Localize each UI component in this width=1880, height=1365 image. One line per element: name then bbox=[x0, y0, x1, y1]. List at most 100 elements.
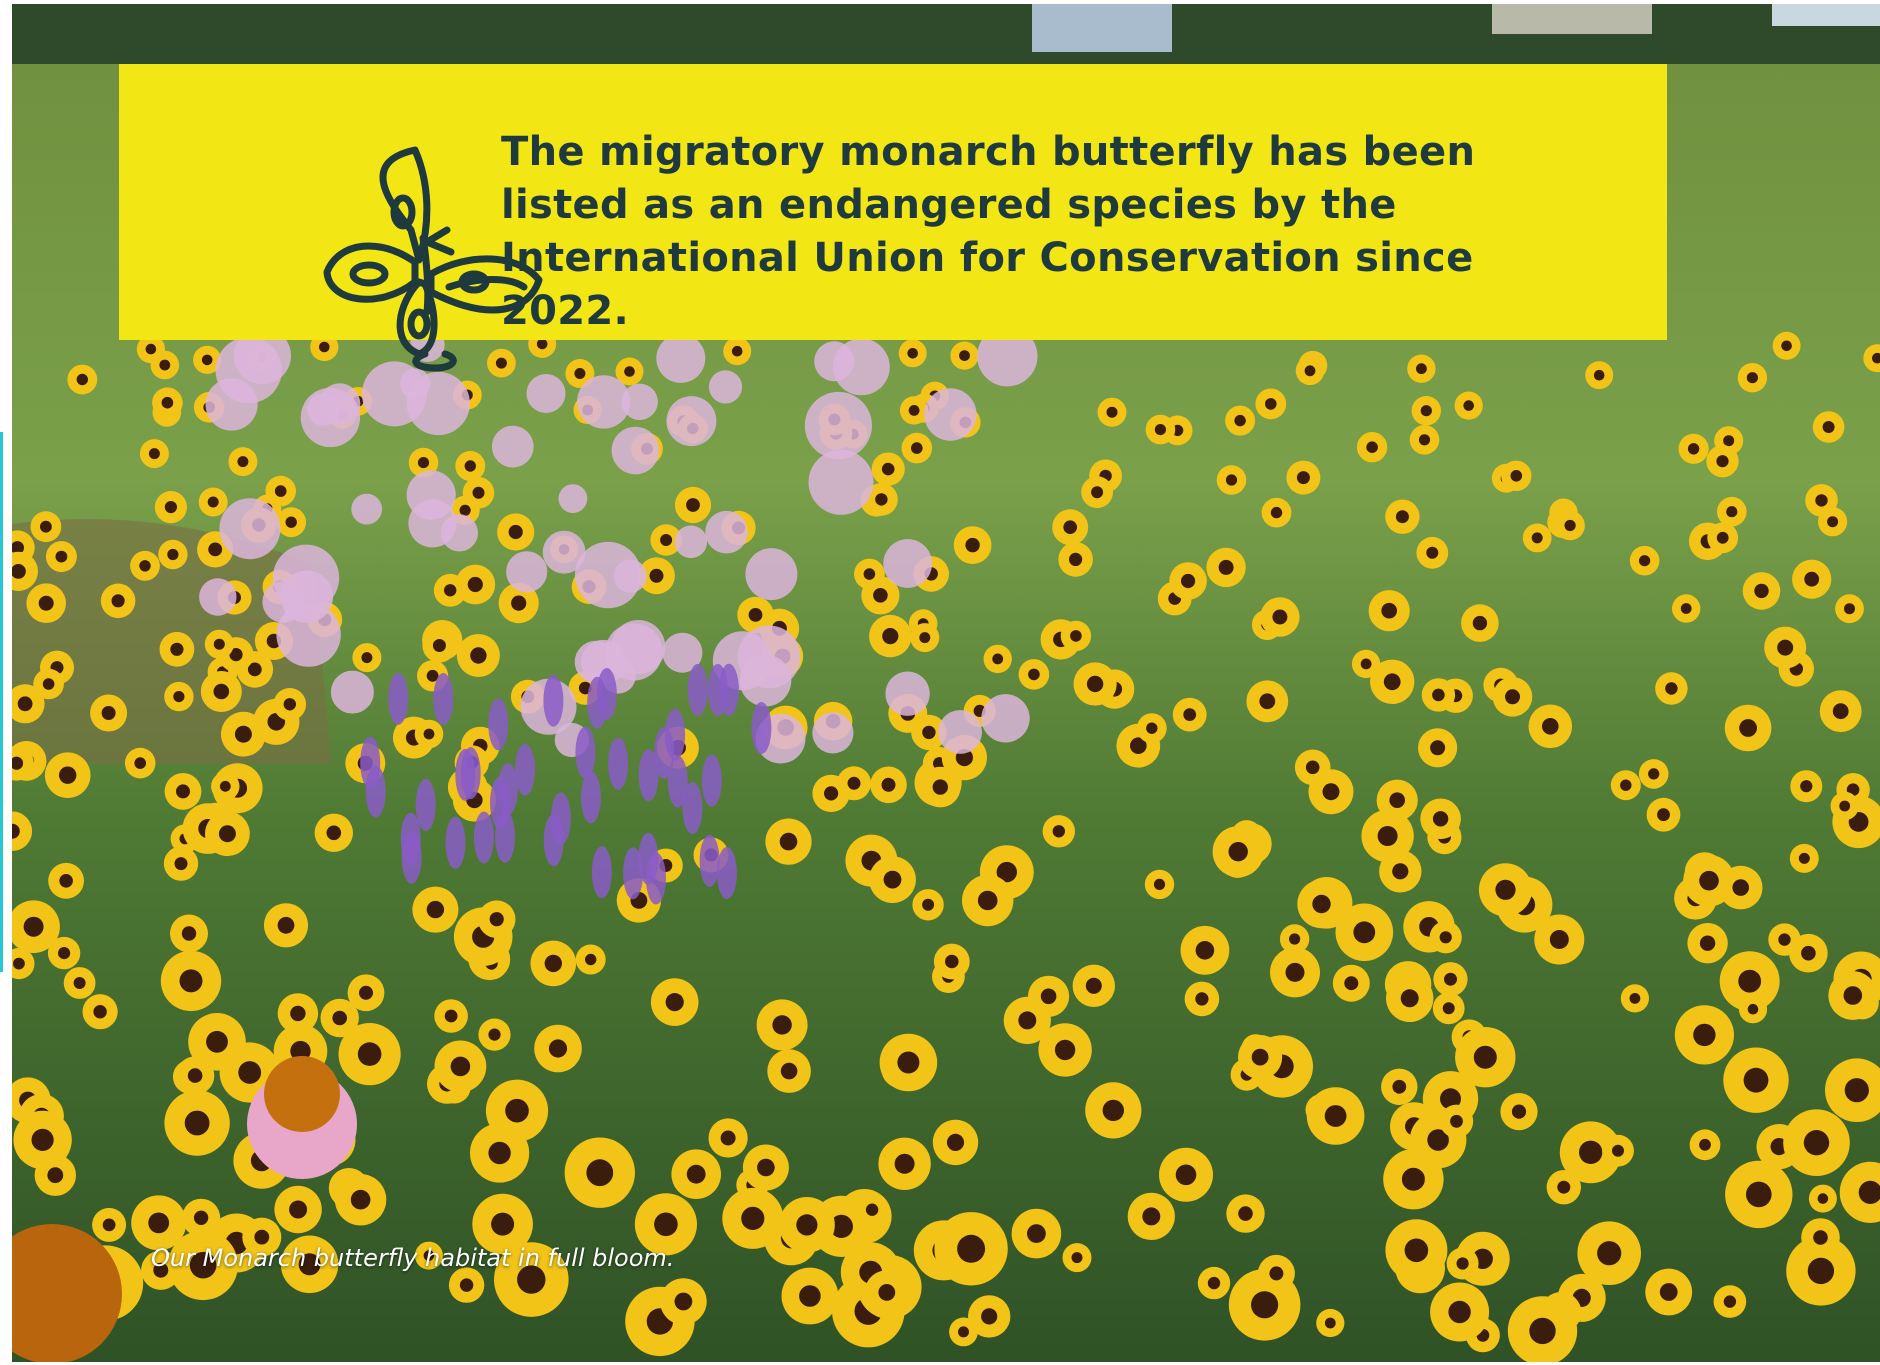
flower-center bbox=[38, 595, 54, 611]
flower-center bbox=[1827, 516, 1839, 528]
blazing-star bbox=[701, 754, 722, 807]
blazing-star bbox=[473, 811, 494, 864]
flower-center bbox=[511, 595, 527, 611]
flower-center bbox=[184, 1110, 210, 1136]
flower-center bbox=[1629, 993, 1641, 1004]
flower-center bbox=[206, 1030, 228, 1053]
flower-center bbox=[219, 780, 231, 792]
flower-center bbox=[1564, 519, 1576, 532]
flower-center bbox=[919, 632, 931, 644]
flower-center bbox=[495, 357, 507, 369]
flower-center bbox=[981, 1308, 998, 1325]
flower-center bbox=[1800, 780, 1813, 793]
flower-center bbox=[1018, 1011, 1037, 1030]
flower-center bbox=[1495, 879, 1516, 900]
coneflower-center bbox=[264, 1056, 340, 1132]
flower-center bbox=[1377, 826, 1398, 846]
bee-balm bbox=[885, 671, 930, 716]
flower-center bbox=[193, 1210, 209, 1226]
flower-center bbox=[12, 823, 20, 839]
flower-center bbox=[426, 669, 439, 682]
flower-center bbox=[1542, 718, 1559, 735]
flower-center bbox=[665, 993, 684, 1012]
flower-center bbox=[277, 916, 295, 934]
blazing-star bbox=[623, 847, 644, 900]
flower-center bbox=[1778, 933, 1791, 946]
flower-center bbox=[432, 639, 446, 652]
flower-center bbox=[945, 954, 959, 969]
flower-center bbox=[426, 900, 445, 919]
flower-center bbox=[1028, 668, 1040, 681]
flower-center bbox=[1401, 1167, 1425, 1191]
flower-center bbox=[148, 1212, 170, 1234]
flower-center bbox=[897, 1051, 920, 1074]
flower-center bbox=[488, 1028, 501, 1041]
flower-center bbox=[922, 725, 936, 740]
flower-center bbox=[1444, 972, 1457, 986]
flower-center bbox=[181, 926, 197, 941]
flower-center bbox=[1091, 486, 1104, 499]
flower-center bbox=[42, 678, 55, 690]
flower-center bbox=[274, 485, 287, 497]
flower-center bbox=[505, 1098, 529, 1123]
blazing-star bbox=[543, 674, 564, 727]
bee-balm bbox=[981, 694, 1030, 743]
bee-balm bbox=[526, 374, 566, 413]
flower-center bbox=[1381, 602, 1397, 619]
flower-center bbox=[1183, 708, 1197, 721]
flower-center bbox=[73, 977, 86, 989]
flower-center bbox=[1383, 673, 1401, 691]
flower-center bbox=[957, 1234, 986, 1263]
bee-balm bbox=[674, 525, 708, 559]
blazing-star bbox=[401, 831, 422, 884]
blazing-star bbox=[433, 673, 454, 725]
flower-center bbox=[757, 1158, 775, 1177]
flower-center bbox=[1322, 783, 1340, 801]
flower-center bbox=[959, 350, 970, 361]
flower-center bbox=[1456, 1257, 1469, 1270]
flower-center bbox=[748, 608, 763, 622]
flower-center bbox=[164, 501, 177, 514]
flower-center bbox=[1680, 603, 1692, 614]
flower-center bbox=[873, 588, 888, 603]
flower-center bbox=[1052, 825, 1066, 838]
flower-center bbox=[1777, 639, 1794, 656]
flower-center bbox=[444, 584, 457, 597]
flower-center bbox=[464, 460, 476, 472]
flower-center bbox=[1071, 1252, 1083, 1264]
bee-balm bbox=[656, 333, 706, 383]
bee-balm bbox=[808, 449, 874, 515]
flower-center bbox=[12, 564, 26, 579]
flower-center bbox=[1054, 1039, 1076, 1061]
blazing-star bbox=[608, 737, 629, 790]
bee-balm bbox=[611, 426, 660, 475]
bee-balm bbox=[705, 510, 748, 554]
bee-balm bbox=[924, 388, 977, 441]
flower-center bbox=[1754, 583, 1769, 599]
flower-center bbox=[907, 348, 918, 359]
flower-center bbox=[977, 890, 998, 911]
flower-center bbox=[229, 648, 243, 662]
flower-center bbox=[189, 1251, 217, 1279]
flower-center bbox=[1146, 722, 1158, 734]
flower-center bbox=[1807, 1257, 1835, 1285]
blazing-star bbox=[638, 749, 659, 802]
flower-center bbox=[161, 396, 174, 409]
flower-center bbox=[741, 1206, 765, 1230]
flower-center bbox=[878, 1284, 896, 1301]
flower-center bbox=[298, 1253, 321, 1276]
flower-center bbox=[139, 560, 151, 572]
flower-center bbox=[173, 691, 185, 703]
flower-center bbox=[459, 1278, 474, 1292]
flower-center bbox=[58, 947, 71, 960]
flower-center bbox=[1430, 740, 1446, 756]
bee-balm bbox=[812, 712, 854, 754]
yellow-flower bbox=[1863, 344, 1880, 373]
flower-center bbox=[1832, 703, 1849, 720]
flower-center bbox=[1442, 1002, 1455, 1015]
flower-center bbox=[1305, 760, 1320, 775]
bee-balm bbox=[814, 341, 855, 382]
blazing-star bbox=[360, 736, 381, 789]
flower-center bbox=[1142, 1207, 1161, 1226]
flower-center bbox=[965, 537, 980, 553]
